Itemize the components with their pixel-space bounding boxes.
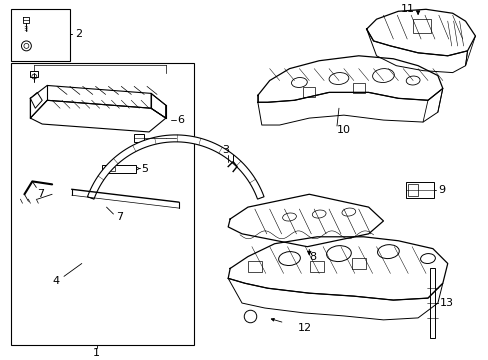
Bar xyxy=(247,261,261,273)
Bar xyxy=(30,71,38,77)
Text: 13: 13 xyxy=(439,298,453,308)
Text: 1: 1 xyxy=(93,347,100,357)
Text: 3: 3 xyxy=(222,145,229,155)
Bar xyxy=(406,183,433,198)
Bar xyxy=(134,134,144,142)
Text: 8: 8 xyxy=(308,252,316,262)
Text: 9: 9 xyxy=(437,185,444,195)
Text: 6: 6 xyxy=(177,115,184,125)
Text: 5: 5 xyxy=(141,163,148,174)
Text: 10: 10 xyxy=(336,125,350,135)
Bar xyxy=(102,165,136,172)
Bar xyxy=(11,63,193,345)
Polygon shape xyxy=(429,269,434,338)
Bar xyxy=(407,184,417,196)
Bar xyxy=(303,87,315,97)
Text: 12: 12 xyxy=(297,323,311,333)
Bar xyxy=(351,257,365,269)
Bar xyxy=(412,19,430,33)
Polygon shape xyxy=(87,135,264,199)
Bar xyxy=(103,167,115,171)
Bar xyxy=(11,9,70,61)
Bar xyxy=(310,261,324,273)
Text: 7: 7 xyxy=(37,189,44,199)
Text: 2: 2 xyxy=(75,29,82,39)
Bar xyxy=(352,84,364,93)
Text: 7: 7 xyxy=(116,212,123,222)
Text: 4: 4 xyxy=(52,276,59,286)
Text: 11: 11 xyxy=(400,4,414,14)
